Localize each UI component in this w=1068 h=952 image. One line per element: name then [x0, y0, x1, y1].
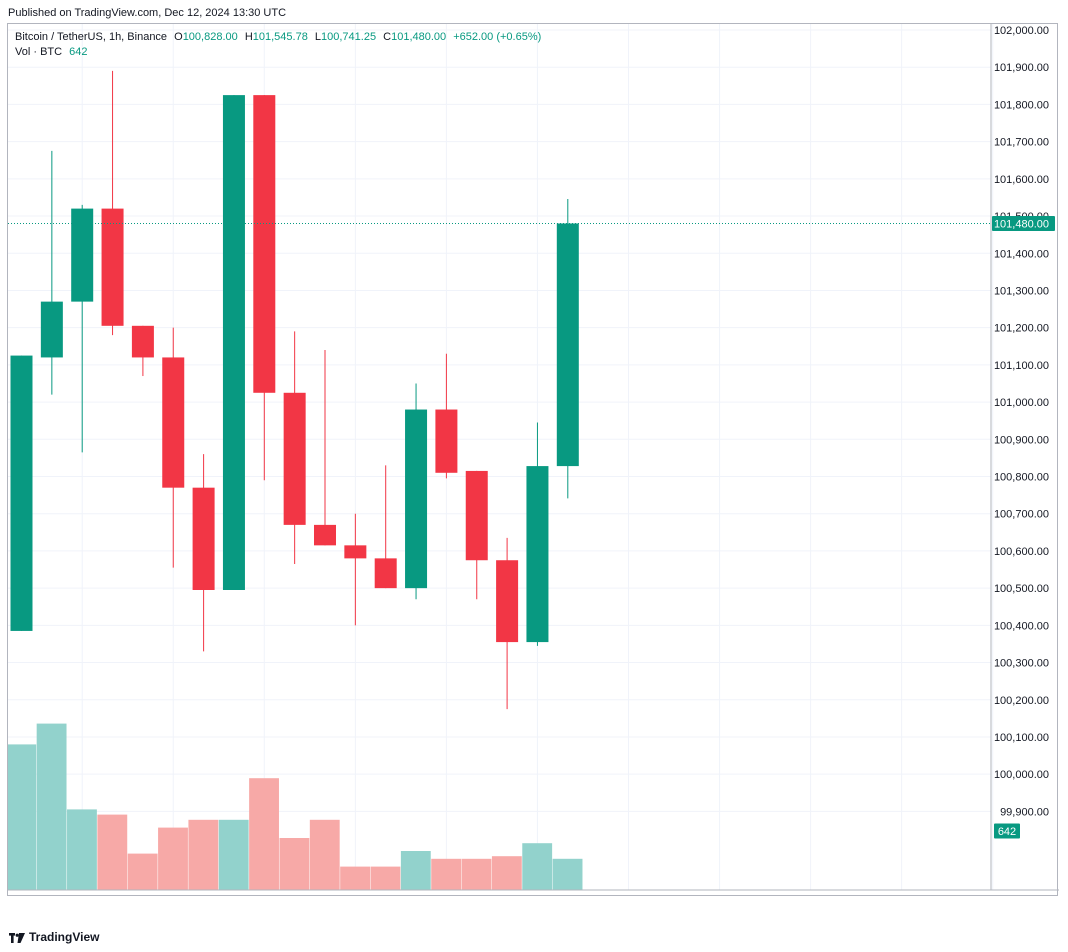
- published-caption: Published on TradingView.com, Dec 12, 20…: [8, 7, 287, 19]
- volume-bar: [431, 858, 462, 890]
- volume-bar: [552, 858, 583, 890]
- volume-bar: [188, 819, 219, 890]
- candle-body[interactable]: [405, 409, 428, 589]
- volume-bar: [158, 827, 188, 890]
- candle-body[interactable]: [222, 95, 245, 591]
- candle-body[interactable]: [101, 208, 124, 326]
- legend-volume-label[interactable]: Vol · BTC: [15, 46, 63, 58]
- legend-change: +652.00 (+0.65%): [453, 31, 542, 43]
- volume-bar: [218, 819, 249, 890]
- price-tick-label: 100,600.00: [994, 546, 1049, 558]
- candle-body[interactable]: [10, 355, 33, 631]
- price-tick-label: 100,900.00: [994, 434, 1049, 446]
- price-tick-label: 101,700.00: [994, 137, 1049, 149]
- candle-body[interactable]: [162, 357, 185, 488]
- tradingview-logo-icon: [9, 932, 25, 943]
- candle-body[interactable]: [344, 545, 367, 559]
- price-tick-label: 100,800.00: [994, 472, 1049, 484]
- candle-body[interactable]: [465, 470, 488, 561]
- candlestick-chart[interactable]: 99,900.00 100,000.00 100,100.00 100,200.00 1…: [8, 24, 1059, 897]
- candle-body[interactable]: [253, 95, 276, 393]
- candle-body[interactable]: [131, 325, 154, 358]
- volume-bar: [461, 858, 492, 890]
- candle-body[interactable]: [71, 208, 94, 302]
- price-tick-label: 100,100.00: [994, 732, 1049, 744]
- candle-body[interactable]: [283, 392, 306, 525]
- price-tick-label: 101,400.00: [994, 248, 1049, 260]
- last-price-badge: [992, 215, 1055, 231]
- price-tick-label: 101,600.00: [994, 174, 1049, 186]
- price-tick-label: 101,200.00: [994, 323, 1049, 335]
- tradingview-footer[interactable]: TradingView: [9, 930, 99, 944]
- price-tick-label: 100,500.00: [994, 583, 1049, 595]
- volume-bar: [67, 809, 97, 890]
- candle-body[interactable]: [314, 524, 336, 546]
- chart-frame[interactable]: 99,900.00 100,000.00 100,100.00 100,200.00 1…: [7, 23, 1059, 897]
- volume-bar: [127, 853, 158, 890]
- candle-body[interactable]: [435, 409, 458, 473]
- legend-open-label: O: [174, 31, 183, 43]
- price-tick-label: 100,300.00: [994, 658, 1049, 670]
- volume-bar: [279, 838, 310, 890]
- price-tick-label: 101,100.00: [994, 360, 1049, 372]
- volume-bar: [36, 723, 67, 890]
- price-tick-label: 100,700.00: [994, 509, 1049, 521]
- legend-close-value: 101,480.00: [391, 31, 447, 43]
- legend-volume-line: Vol · BTC 642: [15, 45, 541, 60]
- price-tick-label: 101,300.00: [994, 285, 1049, 297]
- legend-volume-value: 642: [69, 46, 88, 58]
- legend-open-value: 100,828.00: [182, 31, 238, 43]
- candle-body[interactable]: [526, 466, 549, 643]
- volume-bar: [309, 819, 340, 890]
- candle-body[interactable]: [556, 223, 579, 467]
- legend-high-label: H: [244, 31, 253, 43]
- legend-low-value: 100,741.25: [321, 31, 377, 43]
- legend-close-label: C: [383, 31, 392, 43]
- price-tick-label: 100,200.00: [994, 695, 1049, 707]
- legend-symbol[interactable]: Bitcoin / TetherUS, 1h, Binance: [15, 31, 168, 43]
- price-tick-label: 101,900.00: [994, 62, 1049, 74]
- price-tick-label: 101,800.00: [994, 99, 1049, 111]
- price-tick-label: 102,000.00: [994, 25, 1049, 37]
- legend-high-value: 101,545.78: [252, 31, 308, 43]
- price-tick-label: 100,000.00: [994, 769, 1049, 781]
- candle-body[interactable]: [496, 560, 519, 643]
- legend-ohlc-line: Bitcoin / TetherUS, 1h, Binance O100,828…: [15, 30, 541, 45]
- legend-low-label: L: [314, 31, 322, 43]
- last-volume-label: 642: [998, 826, 1016, 838]
- last-price-label: 101,480.00: [994, 218, 1049, 230]
- volume-bar: [249, 778, 279, 890]
- candle-body[interactable]: [40, 301, 63, 358]
- volume-bar: [400, 851, 431, 890]
- last-volume-badge: [994, 823, 1020, 839]
- candle-body[interactable]: [374, 558, 397, 589]
- volume-bar: [491, 856, 522, 890]
- tradingview-brand: TradingView: [29, 930, 100, 944]
- candle-body[interactable]: [192, 487, 215, 590]
- price-tick-label: 100,400.00: [994, 620, 1049, 632]
- price-tick-label: 99,900.00: [1000, 806, 1049, 818]
- volume-bar: [97, 814, 128, 890]
- chart-legend: Bitcoin / TetherUS, 1h, Binance O100,828…: [15, 30, 541, 60]
- price-tick-label: 101,000.00: [994, 397, 1049, 409]
- volume-bar: [522, 843, 553, 890]
- volume-bar: [340, 866, 371, 890]
- volume-bar: [370, 866, 401, 890]
- volume-bar: [8, 744, 37, 890]
